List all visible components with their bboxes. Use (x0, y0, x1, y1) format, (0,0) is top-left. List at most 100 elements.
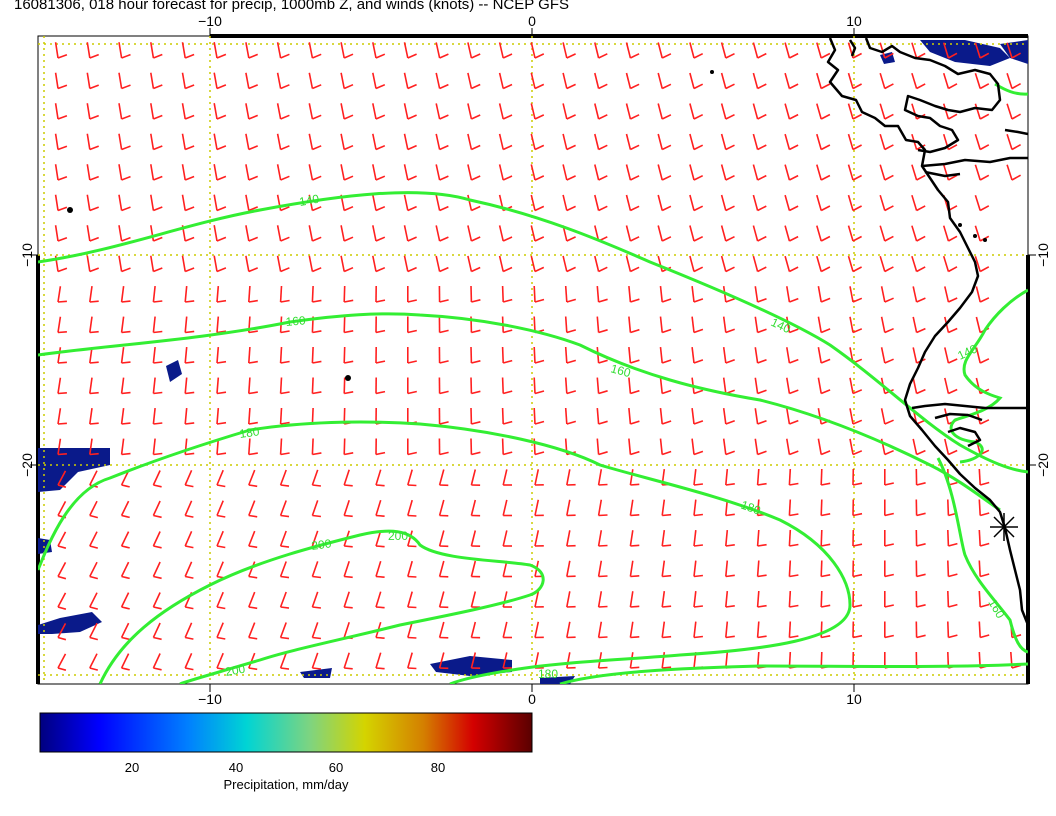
wind-barb-feather (216, 636, 226, 640)
wind-barb-feather (693, 574, 703, 578)
wind-barb-shaft (120, 438, 125, 455)
wind-barb-feather (852, 634, 863, 639)
wind-barb-feather (375, 636, 385, 639)
wind-barb-shaft (691, 438, 695, 455)
wind-barb-feather (852, 205, 862, 212)
wind-barb-feather (57, 84, 68, 90)
wind-barb-feather (534, 114, 545, 120)
wind-barb-feather (153, 330, 163, 334)
wind-barb-shaft (754, 347, 759, 364)
wind-barb-feather (630, 266, 640, 273)
wind-barb-shaft (86, 225, 91, 242)
contour-labels: 140 160 140 160 140 180 180 200 200 200 … (224, 192, 1008, 681)
wind-barb-shaft (343, 285, 346, 303)
wind-barb-shaft (566, 652, 571, 669)
wind-barb-shaft (847, 133, 854, 150)
wind-barb-shaft (498, 72, 504, 89)
wind-barb-feather (280, 545, 290, 548)
wind-barb-shaft (343, 438, 346, 455)
wind-barb-shaft (597, 621, 603, 638)
wind-barb-feather (375, 329, 386, 334)
wind-barb-feather (439, 299, 449, 303)
wind-barb-shaft (438, 621, 445, 638)
wind-barb-shaft (57, 438, 62, 455)
wind-barb-shaft (720, 255, 727, 272)
wind-barb-feather (757, 113, 767, 120)
wind-barb-shaft (279, 377, 283, 394)
wind-barb-shaft (216, 377, 220, 394)
wind-barb-shaft (245, 103, 250, 120)
wind-barb-feather (248, 175, 258, 181)
wind-barb-feather (661, 236, 672, 242)
wind-barb-shaft (86, 255, 91, 272)
wind-barb-shaft (89, 316, 93, 333)
wind-barb-shaft (343, 622, 350, 638)
wind-barb-shaft (343, 591, 350, 608)
wind-barb-shaft (470, 652, 477, 669)
wind-barb-shaft (693, 469, 697, 486)
wind-barb-feather (630, 389, 640, 395)
wind-barb-feather (725, 328, 735, 334)
wind-barb-shaft (880, 286, 886, 303)
wind-barb-feather (884, 297, 894, 303)
wind-barb-feather (89, 330, 99, 334)
wind-barb-shaft (752, 42, 759, 59)
wind-barb-feather (121, 667, 130, 671)
wind-barb-feather (693, 450, 704, 456)
wind-barb-feather (184, 114, 195, 120)
wind-barb-shaft (375, 469, 382, 486)
wind-barb-feather (661, 389, 672, 395)
wind-barb-feather (630, 636, 640, 639)
wind-barb-feather (821, 543, 831, 547)
wind-barb-shaft (181, 255, 186, 272)
wind-barb-shaft (498, 133, 504, 150)
wind-barb-feather (725, 513, 735, 517)
wind-barb-feather (439, 53, 449, 59)
wind-barb-shaft (86, 194, 91, 211)
wind-barb-feather (979, 634, 990, 639)
wind-barb-feather (1011, 52, 1021, 59)
wind-barb-feather (979, 603, 990, 608)
wind-barb-shaft (657, 225, 663, 242)
wind-barb-feather (471, 175, 481, 181)
wind-barb-shaft (308, 164, 314, 181)
wind-barb-shaft (89, 500, 98, 516)
wind-barb-feather (216, 299, 227, 303)
wind-barb-shaft (120, 408, 125, 425)
wind-barb-shaft (530, 133, 536, 150)
wind-barb-shaft (403, 194, 409, 211)
wind-barb-shaft (502, 530, 508, 547)
wind-barb-feather (789, 174, 799, 181)
wind-barb-shaft (86, 42, 91, 59)
wind-barb-feather (630, 420, 640, 425)
wind-barb-shaft (152, 653, 161, 669)
wind-barb-feather (407, 514, 417, 517)
wind-barb-feather (185, 422, 195, 425)
wind-barb-feather (820, 52, 831, 59)
wind-barb-feather (852, 266, 862, 273)
wind-barb-shaft (817, 286, 822, 303)
wind-barb-shaft (245, 42, 250, 59)
wind-barb-feather (948, 358, 958, 364)
wind-barb-shaft (691, 408, 695, 425)
wind-barb-shaft (722, 377, 727, 394)
wind-barb-feather (471, 53, 481, 59)
wind-barb-feather (312, 299, 322, 303)
precip-patches (38, 40, 1028, 684)
lon-tick-bottom-2: 0 (528, 691, 536, 707)
wind-barb-feather (153, 636, 162, 641)
wind-barb-feather (598, 666, 608, 669)
wind-barb-shaft (786, 286, 791, 303)
wind-barb-shaft (276, 164, 282, 181)
wind-barb-feather (821, 635, 831, 639)
wind-barb-feather (153, 84, 163, 90)
wind-barb-shaft (562, 164, 568, 181)
wind-barb-feather (630, 205, 640, 212)
wind-barb-shaft (566, 499, 571, 516)
wind-barb-feather (153, 236, 163, 242)
wind-barb-feather (757, 52, 767, 59)
wind-barb-shaft (911, 103, 918, 120)
wind-barb-feather (471, 144, 481, 151)
wind-barb-feather (566, 205, 576, 212)
wind-barb-shaft (311, 561, 319, 577)
